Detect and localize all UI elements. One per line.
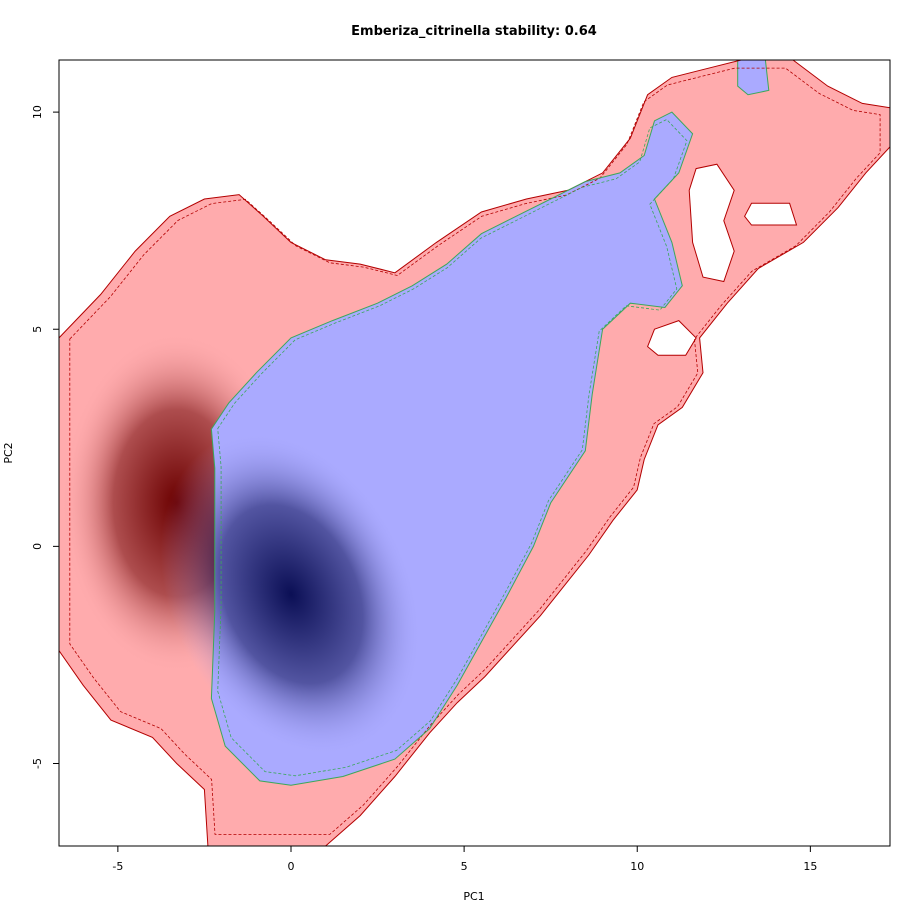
y-axis-label: PC2 xyxy=(2,442,15,463)
plot-frame xyxy=(58,59,891,847)
green-inner-contour xyxy=(210,111,694,786)
y-tick-label: 10 xyxy=(31,105,44,119)
x-tick-label: 15 xyxy=(803,860,817,873)
chart-title: Emberiza_citrinella stability: 0.64 xyxy=(351,24,597,39)
blue-density-core xyxy=(160,431,422,757)
red-dashed-contour xyxy=(69,67,881,835)
red-outer-contour xyxy=(59,60,890,846)
y-tick-label: -5 xyxy=(31,758,44,769)
x-tick-label: 0 xyxy=(287,860,294,873)
plot-area xyxy=(59,60,890,846)
green-dashed-contour xyxy=(217,119,688,777)
y-tick-label: 5 xyxy=(31,326,44,333)
y-axis: -5 0 5 10 xyxy=(31,105,59,769)
x-tick-label: -5 xyxy=(112,860,123,873)
x-axis: -5 0 5 10 15 xyxy=(112,846,817,873)
x-tick-label: 10 xyxy=(630,860,644,873)
y-tick-label: 0 xyxy=(31,543,44,550)
blue-niche-region-top xyxy=(737,60,770,96)
x-tick-label: 5 xyxy=(461,860,468,873)
x-axis-label: PC1 xyxy=(463,890,484,903)
